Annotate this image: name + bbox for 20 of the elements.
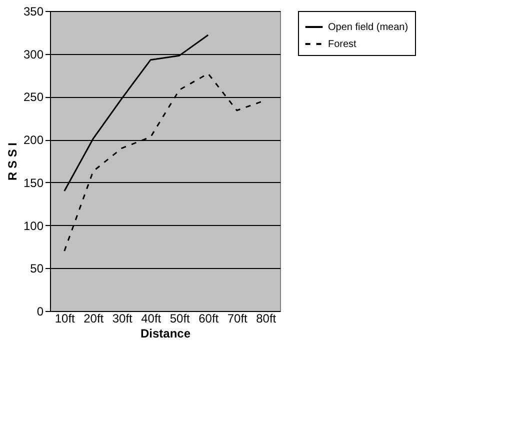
legend-label: Forest — [328, 39, 357, 50]
x-axis-title: Distance — [140, 326, 191, 340]
y-tick-label: 200 — [23, 133, 44, 148]
x-tick-label: 40ft — [141, 312, 162, 326]
y-tick-label: 300 — [23, 47, 44, 62]
legend-label: Open field (mean) — [328, 22, 408, 33]
y-tick-label: 250 — [23, 90, 44, 104]
y-tick-label: 100 — [23, 218, 44, 233]
x-tick-label: 80ft — [256, 312, 277, 326]
x-tick-label: 70ft — [227, 312, 248, 326]
x-tick-label: 50ft — [170, 312, 191, 326]
y-tick-label: 50 — [30, 262, 44, 276]
y-tick-label: 350 — [23, 4, 44, 18]
y-tick-label: 0 — [36, 304, 44, 318]
y-tick-label: 150 — [23, 176, 44, 190]
x-tick-label: 10ft — [54, 312, 76, 326]
x-tick-label: 20ft — [84, 312, 104, 326]
x-tick-label: 60ft — [198, 312, 220, 326]
x-tick-label: 30ft — [112, 312, 134, 326]
y-axis-title: R S S I — [5, 142, 20, 181]
